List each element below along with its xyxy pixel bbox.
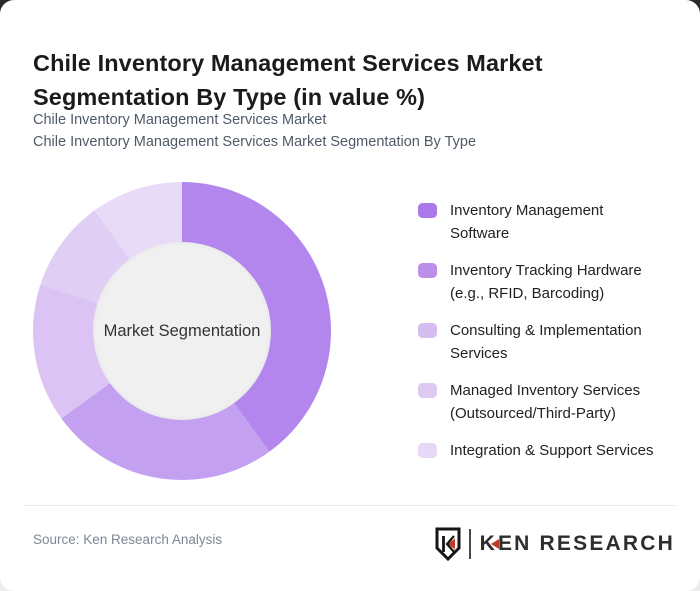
legend-label: Inventory Tracking Hardware (e.g., RFID,… [450, 259, 642, 305]
donut-chart-area: Market Segmentation [33, 182, 331, 480]
ken-research-shield-icon [435, 527, 461, 561]
legend-item: Inventory Tracking Hardware (e.g., RFID,… [418, 259, 670, 305]
source-note: Source: Ken Research Analysis [33, 532, 223, 547]
legend-swatch [418, 383, 437, 398]
legend-item: Inventory Management Software [418, 199, 670, 245]
legend-label-line-1: Inventory Management [450, 202, 604, 219]
legend-swatch [418, 203, 437, 218]
legend: Inventory Management Software Inventory … [418, 199, 670, 476]
page-title: Chile Inventory Management Services Mark… [33, 49, 543, 110]
footer-divider [24, 505, 676, 506]
legend-label: Integration & Support Services [450, 439, 653, 462]
donut-center: Market Segmentation [93, 242, 271, 420]
legend-swatch [418, 263, 437, 278]
legend-label-line-2: Software [450, 225, 510, 242]
legend-label-line-2: (e.g., RFID, Barcoding) [450, 285, 605, 302]
logo-wordmark: K EN RESEARCH [480, 532, 675, 556]
legend-label: Consulting & Implementation Services [450, 319, 642, 365]
legend-label-line-2: (Outsourced/Third-Party) [450, 405, 616, 422]
logo-wordmark-rest: EN RESEARCH [497, 532, 675, 555]
logo-wordmark-k: K [479, 532, 497, 555]
legend-label-line-1: Managed Inventory Services [450, 382, 641, 399]
legend-label-line-1: Inventory Tracking Hardware [450, 262, 642, 279]
ken-research-logo: K EN RESEARCH [434, 526, 675, 562]
legend-swatch [418, 323, 437, 338]
legend-swatch [418, 443, 437, 458]
legend-label-line-1: Integration & Support Services [450, 442, 654, 459]
legend-item: Consulting & Implementation Services [418, 319, 670, 365]
subtitle-line-1: Chile Inventory Management Services Mark… [33, 112, 327, 128]
chart-subtitle: Chile Inventory Management Services Mark… [33, 109, 653, 153]
donut-center-label: Market Segmentation [103, 321, 261, 340]
legend-label-line-1: Consulting & Implementation [450, 322, 642, 339]
legend-label-line-2: Services [450, 345, 508, 362]
subtitle-line-2: Chile Inventory Management Services Mark… [33, 134, 477, 150]
logo-divider [468, 529, 471, 559]
legend-label: Inventory Management Software [450, 199, 603, 245]
legend-label: Managed Inventory Services (Outsourced/T… [450, 379, 640, 425]
red-triangle-icon [490, 539, 499, 549]
shield-red-triangle-icon [447, 538, 455, 550]
legend-item: Integration & Support Services [418, 439, 670, 462]
legend-item: Managed Inventory Services (Outsourced/T… [418, 379, 670, 425]
